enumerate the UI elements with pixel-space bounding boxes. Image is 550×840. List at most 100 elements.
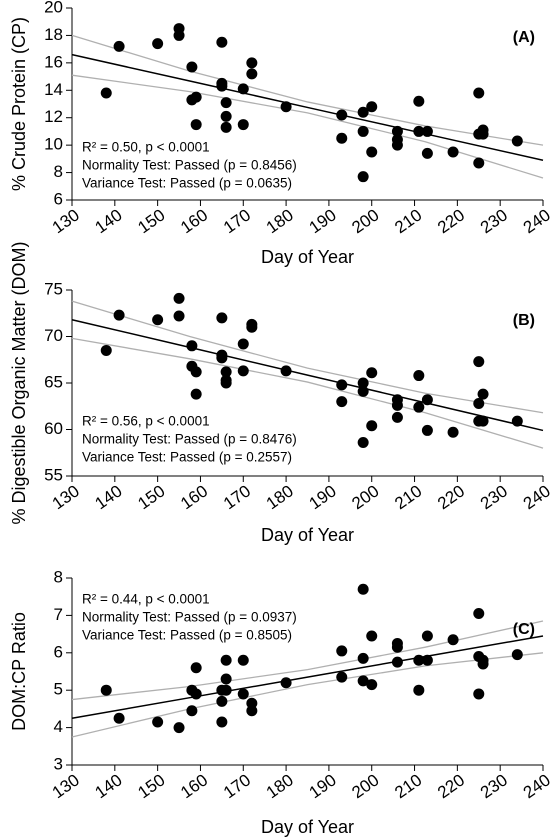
data-point [237,688,249,700]
data-point [447,426,459,438]
panel-label: (B) [513,312,535,329]
data-point [357,125,369,137]
y-tick-label: 16 [44,52,63,71]
annotation: R² = 0.44, p < 0.0001 [82,592,210,607]
x-tick-label: 150 [134,770,168,802]
data-point [391,139,403,151]
y-tick-label: 6 [54,642,63,661]
data-point [237,654,249,666]
y-tick-label: 4 [54,717,63,736]
data-point [173,292,185,304]
data-point [336,379,348,391]
x-tick-label: 230 [477,205,511,237]
data-point [216,312,228,324]
data-point [220,366,232,378]
data-point [511,415,523,427]
y-tick-label: 8 [54,567,63,586]
annotation: Variance Test: Passed (p = 0.8505) [82,628,292,643]
data-point [113,712,125,724]
data-point [100,344,112,356]
y-tick-label: 55 [44,465,63,484]
x-tick-label: 130 [49,205,83,237]
data-point [186,61,198,73]
data-point [280,101,292,113]
x-tick-label: 160 [177,481,211,513]
x-axis-label: Day of Year [261,817,354,837]
x-axis-label: Day of Year [261,525,354,545]
y-tick-label: 18 [44,25,63,44]
data-point [100,87,112,99]
data-point [413,684,425,696]
y-tick-label: 20 [44,0,63,16]
data-point [391,411,403,423]
x-tick-label: 160 [177,205,211,237]
x-tick-label: 140 [92,205,126,237]
data-point [220,684,232,696]
data-point [413,401,425,413]
y-tick-label: 3 [54,754,63,773]
annotation: Normality Test: Passed (p = 0.8476) [82,432,297,447]
x-tick-label: 220 [434,481,468,513]
x-tick-label: 240 [520,205,550,237]
data-point [190,366,202,378]
data-point [216,716,228,728]
x-tick-label: 210 [391,770,425,802]
data-point [421,424,433,436]
data-point [357,437,369,449]
data-point [391,656,403,668]
data-point [190,91,202,103]
x-tick-label: 210 [391,205,425,237]
data-point [190,119,202,131]
data-point [220,121,232,133]
data-point [357,675,369,687]
y-tick-label: 75 [44,279,63,298]
data-point [357,377,369,389]
data-point [220,654,232,666]
x-tick-label: 220 [434,205,468,237]
x-tick-label: 140 [92,481,126,513]
y-tick-label: 8 [54,162,63,181]
data-point [246,57,258,69]
x-tick-label: 220 [434,770,468,802]
data-point [216,695,228,707]
x-tick-label: 190 [306,481,340,513]
data-point [477,388,489,400]
y-tick-label: 7 [54,605,63,624]
data-point [473,608,485,620]
data-point [246,705,258,717]
data-point [173,722,185,734]
x-tick-label: 180 [263,481,297,513]
data-point [477,658,489,670]
data-point [473,157,485,169]
data-point [357,583,369,595]
data-point [152,38,164,50]
confidence-band [71,337,544,449]
regression-line [71,635,544,719]
panel-label: (A) [513,29,535,46]
x-axis-label: Day of Year [261,247,354,267]
data-point [421,654,433,666]
data-point [336,396,348,408]
data-point [366,367,378,379]
x-tick-label: 180 [263,205,297,237]
data-point [280,365,292,377]
data-point [186,340,198,352]
x-tick-label: 170 [220,770,254,802]
data-point [190,388,202,400]
confidence-band [71,34,544,146]
regression-line [71,319,544,432]
y-axis-label: % Digestible Organic Matter (DOM) [9,241,29,524]
data-point [237,365,249,377]
data-point [246,68,258,80]
data-point [473,356,485,368]
x-tick-label: 170 [220,205,254,237]
data-point [357,652,369,664]
confidence-band [71,300,544,414]
data-point [237,83,249,95]
data-point [220,377,232,389]
data-point [357,106,369,118]
annotation: R² = 0.50, p < 0.0001 [82,140,210,155]
data-point [413,125,425,137]
annotation: Variance Test: Passed (p = 0.2557) [82,450,292,465]
